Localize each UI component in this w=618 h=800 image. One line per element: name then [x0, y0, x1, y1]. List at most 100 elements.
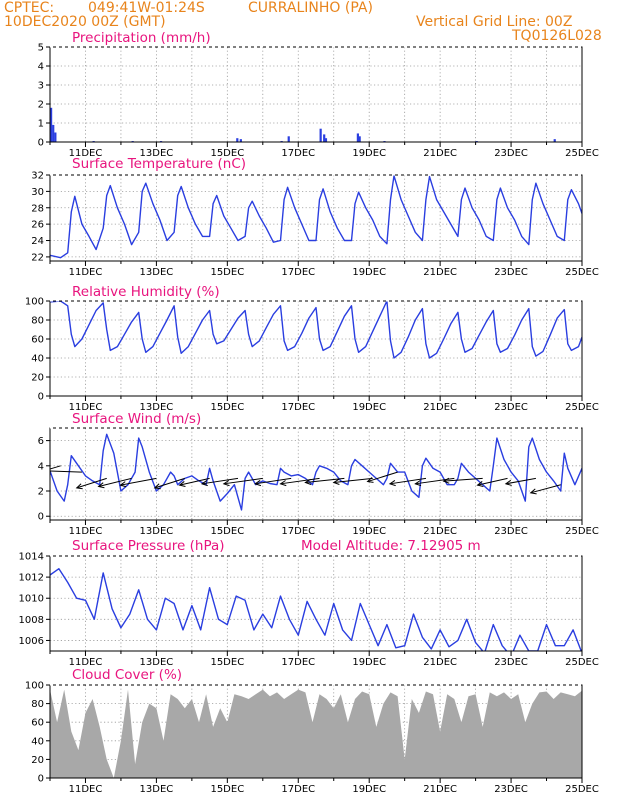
- wind-arrow: [98, 477, 132, 487]
- plot-area: [25, 433, 582, 511]
- y-tick-label: 0: [38, 392, 44, 403]
- y-tick-label: 1014: [19, 552, 44, 563]
- x-tick-label: 21DEC: [423, 657, 457, 668]
- y-tick-label: 80: [31, 699, 44, 710]
- x-tick-label: 23DEC: [494, 657, 528, 668]
- series-line: [50, 175, 582, 259]
- x-tick-label: 11DEC: [69, 784, 103, 795]
- x-tick-label: 13DEC: [140, 148, 174, 159]
- wind-arrow-head: [178, 481, 186, 488]
- y-tick-label: 28: [31, 203, 44, 214]
- x-tick-label: 25DEC: [565, 402, 599, 413]
- wind-arrow: [223, 477, 263, 485]
- x-tick-label: 15DEC: [210, 402, 244, 413]
- header-source: CPTEC:: [4, 0, 55, 16]
- panel-2: 22 24 26 28 30 32 11DEC 13DEC 15DEC 17DEC 19DEC 21D…: [31, 156, 599, 278]
- model-altitude: Model Altitude: 7.12905 m: [301, 538, 481, 554]
- wind-arrow-head: [279, 480, 287, 487]
- precip-bar: [319, 128, 322, 142]
- wind-arrow: [443, 477, 483, 482]
- y-tick-label: 20: [31, 373, 44, 384]
- series-line: [50, 433, 582, 511]
- y-tick-label: 1006: [19, 636, 44, 647]
- y-tick-label: 2: [38, 100, 44, 111]
- wind-arrow-head: [25, 473, 31, 478]
- wind-arrow-head: [388, 480, 396, 487]
- x-tick-label: 21DEC: [423, 402, 457, 413]
- panel-1: 0 1 2 3 4 5 11DEC 13DEC 15DEC 17DEC 19DEC 21DEC 23DE…: [38, 30, 599, 159]
- plot-area: [50, 301, 582, 359]
- precip-bar: [356, 133, 359, 142]
- precip-bar: [54, 132, 57, 142]
- panel-frame: [49, 174, 583, 262]
- wind-arrow: [367, 471, 398, 483]
- precip-bar: [287, 136, 290, 142]
- wind-arrow-head: [222, 480, 230, 487]
- y-tick-label: 60: [31, 335, 44, 346]
- x-tick-label: 17DEC: [281, 402, 315, 413]
- plot-area: [50, 107, 556, 142]
- wind-arrow: [120, 477, 157, 486]
- y-tick-label: 3: [38, 81, 44, 92]
- series-line: [50, 568, 582, 651]
- precip-bar: [323, 134, 326, 142]
- panel-6: 0 20 40 60 80 100 11DEC 13DEC 15DEC 17DEC 19DEC 21D…: [25, 667, 599, 795]
- header-coords: 049:41W-01:24S: [88, 0, 205, 16]
- header-code: TQ0126L028: [512, 28, 602, 44]
- x-tick-label: 23DEC: [494, 267, 528, 278]
- panel-3: 0 20 40 60 80 100 11DEC 13DEC 15DEC 17DEC 19DEC 21D…: [25, 284, 599, 413]
- y-tick-label: 40: [31, 736, 44, 747]
- x-tick-label: 25DEC: [565, 784, 599, 795]
- x-tick-label: 21DEC: [423, 784, 457, 795]
- y-tick-label: 0: [38, 512, 44, 523]
- y-tick-label: 22: [31, 252, 44, 263]
- plot-area: [50, 568, 582, 651]
- x-tick-label: 11DEC: [69, 148, 103, 159]
- x-tick-label: 25DEC: [565, 267, 599, 278]
- y-tick-label: 1008: [19, 615, 44, 626]
- wind-arrow: [305, 477, 345, 483]
- wind-arrow-head: [366, 477, 374, 483]
- x-tick-label: 11DEC: [69, 657, 103, 668]
- precip-bar: [50, 107, 53, 142]
- precip-bar: [52, 124, 55, 142]
- precip-bar: [324, 138, 328, 142]
- x-tick-label: 13DEC: [140, 784, 174, 795]
- x-tick-label: 25DEC: [565, 526, 599, 537]
- x-tick-label: 25DEC: [565, 148, 599, 159]
- y-tick-label: 4: [38, 62, 44, 73]
- x-tick-label: 17DEC: [281, 267, 315, 278]
- wind-arrow: [50, 470, 82, 473]
- wind-arrow: [333, 477, 373, 483]
- x-tick-label: 13DEC: [140, 267, 174, 278]
- x-tick-label: 21DEC: [423, 267, 457, 278]
- x-tick-label: 13DEC: [140, 657, 174, 668]
- y-tick-label: 1012: [19, 573, 44, 584]
- x-tick-label: 17DEC: [281, 657, 315, 668]
- wind-arrow-head: [97, 482, 105, 489]
- chart-title: Relative Humidity (%): [72, 284, 220, 300]
- wind-arrow-head: [254, 480, 262, 487]
- wind-arrow: [505, 477, 536, 485]
- precip-bar: [553, 139, 556, 142]
- wind-arrow-head: [504, 479, 512, 486]
- x-tick-label: 11DEC: [69, 526, 103, 537]
- y-tick-label: 30: [31, 187, 44, 198]
- wind-arrow: [389, 477, 427, 485]
- y-tick-label: 40: [31, 354, 44, 365]
- precip-bar: [358, 136, 361, 142]
- wind-arrow: [255, 477, 292, 485]
- wind-arrow: [50, 465, 61, 470]
- x-tick-label: 23DEC: [494, 402, 528, 413]
- plot-area: [50, 689, 582, 778]
- chart-title: Surface Temperature (nC): [72, 156, 246, 172]
- wind-arrow-head: [200, 480, 208, 487]
- x-tick-label: 19DEC: [352, 526, 386, 537]
- series-line: [50, 301, 582, 359]
- y-tick-label: 80: [31, 316, 44, 327]
- wind-arrow-head: [414, 480, 422, 487]
- wind-arrow: [530, 484, 561, 494]
- header-location: CURRALINHO (PA): [248, 0, 373, 16]
- y-tick-label: 60: [31, 718, 44, 729]
